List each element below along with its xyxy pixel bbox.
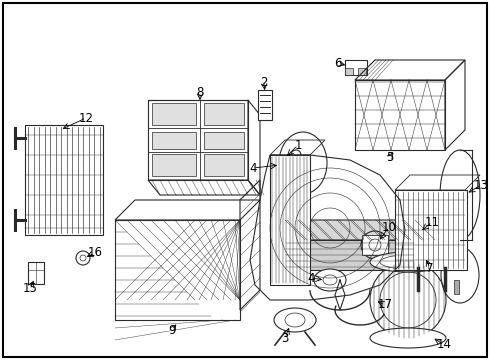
Text: 2: 2 xyxy=(260,76,268,89)
Text: 15: 15 xyxy=(23,282,37,294)
Text: 3: 3 xyxy=(281,332,289,345)
Bar xyxy=(270,155,310,285)
Bar xyxy=(28,262,44,284)
Ellipse shape xyxy=(279,132,327,194)
Text: 10: 10 xyxy=(382,220,396,234)
Text: 4: 4 xyxy=(307,271,315,284)
Bar xyxy=(204,154,244,176)
Bar xyxy=(25,125,103,235)
Ellipse shape xyxy=(440,150,480,240)
Bar xyxy=(204,132,244,149)
Ellipse shape xyxy=(441,247,479,303)
Polygon shape xyxy=(415,220,435,270)
Ellipse shape xyxy=(323,275,337,285)
Polygon shape xyxy=(285,240,415,270)
Bar xyxy=(345,68,353,75)
Bar xyxy=(395,190,467,270)
Text: 6: 6 xyxy=(334,57,342,69)
Text: 12: 12 xyxy=(78,112,94,125)
Text: 13: 13 xyxy=(473,179,489,192)
Bar xyxy=(358,68,366,75)
Ellipse shape xyxy=(285,313,305,327)
Ellipse shape xyxy=(370,328,446,348)
Bar xyxy=(258,90,272,120)
Text: 8: 8 xyxy=(196,86,204,99)
Bar xyxy=(405,225,425,247)
Bar xyxy=(454,202,459,222)
Ellipse shape xyxy=(370,252,446,272)
Bar xyxy=(152,154,196,176)
Text: 1: 1 xyxy=(294,139,302,152)
Ellipse shape xyxy=(314,269,346,291)
Bar xyxy=(152,103,196,125)
Polygon shape xyxy=(285,220,435,240)
Text: 4: 4 xyxy=(249,162,257,175)
Text: 17: 17 xyxy=(377,298,392,311)
Text: 14: 14 xyxy=(437,338,451,351)
Bar xyxy=(204,103,244,125)
Text: 9: 9 xyxy=(168,324,176,337)
Text: 7: 7 xyxy=(426,261,434,274)
Bar xyxy=(362,235,388,255)
Text: 11: 11 xyxy=(424,216,440,229)
Bar xyxy=(152,132,196,149)
FancyBboxPatch shape xyxy=(148,100,248,180)
Bar xyxy=(345,60,367,75)
Text: 16: 16 xyxy=(88,247,102,260)
Text: 5: 5 xyxy=(386,150,393,163)
Bar xyxy=(454,280,459,294)
Ellipse shape xyxy=(274,308,316,332)
